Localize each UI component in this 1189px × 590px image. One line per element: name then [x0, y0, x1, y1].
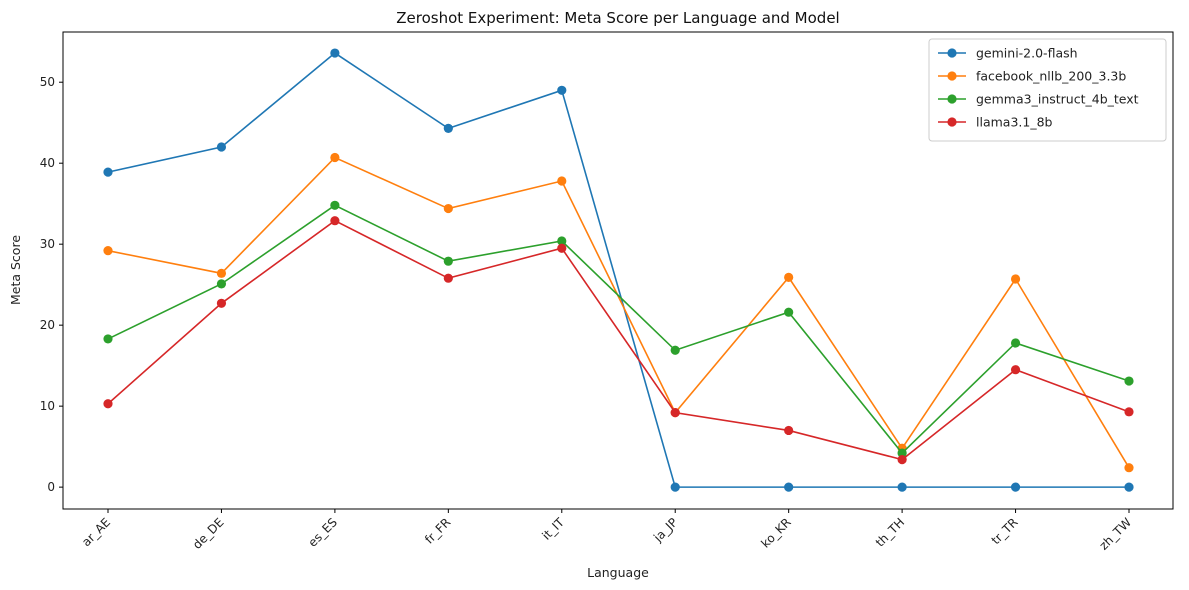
x-tick-label: ja_JP — [650, 515, 680, 545]
data-point — [557, 236, 567, 246]
series-line — [107, 156, 1130, 469]
data-point — [1010, 482, 1021, 492]
data-point — [103, 399, 113, 409]
data-point — [670, 408, 680, 418]
data-point — [216, 268, 227, 278]
y-tick-label: 0 — [47, 480, 55, 494]
x-tick-label: fr_FR — [422, 515, 453, 546]
legend-item: gemini-2.0-flash — [938, 46, 1078, 61]
series-1 — [103, 152, 1134, 473]
data-point — [784, 425, 794, 436]
series-line — [107, 204, 1130, 455]
data-point — [216, 142, 227, 152]
legend-marker — [947, 71, 957, 81]
series-line — [107, 219, 1130, 461]
y-tick-label: 50 — [40, 75, 55, 89]
data-point — [330, 200, 340, 210]
y-tick-label: 20 — [40, 318, 55, 332]
legend-item: gemma3_instruct_4b_text — [938, 92, 1139, 107]
legend-label: gemma3_instruct_4b_text — [976, 92, 1139, 107]
data-point — [670, 482, 680, 492]
data-point — [557, 85, 567, 95]
data-point — [103, 246, 113, 256]
data-point — [784, 482, 794, 492]
data-point — [784, 272, 794, 282]
legend-marker — [947, 94, 957, 104]
x-tick-label: th_TH — [873, 515, 907, 549]
data-point — [897, 482, 907, 492]
y-axis: 0 10 20 30 40 50 — [40, 75, 63, 494]
x-axis-label: Language — [587, 565, 649, 580]
data-point — [330, 152, 340, 163]
x-tick-label: de_DE — [190, 515, 227, 552]
data-point — [784, 307, 794, 317]
data-point — [1124, 407, 1134, 417]
legend-item: llama3.1_8b — [938, 115, 1053, 130]
data-point — [1124, 463, 1134, 473]
data-point — [443, 203, 453, 214]
data-point — [216, 298, 227, 308]
chart-title: Zeroshot Experiment: Meta Score per Lang… — [396, 9, 839, 27]
x-tick-label: it_IT — [539, 515, 567, 543]
x-tick-label: ar_AE — [79, 515, 113, 549]
data-point — [103, 334, 113, 344]
data-point — [330, 216, 340, 226]
data-point — [443, 273, 453, 283]
y-tick-label: 10 — [40, 399, 55, 413]
series-3 — [103, 216, 1134, 465]
x-tick-label: es_ES — [305, 515, 340, 550]
legend-label: llama3.1_8b — [976, 115, 1053, 130]
legend-label: gemini-2.0-flash — [976, 46, 1078, 61]
legend: gemini-2.0-flash facebook_nllb_200_3.3bge… — [928, 38, 1167, 142]
x-axis: ar_AE de_DE es_ES fr_FR it_IT ja_JP ko_KR th_TH… — [79, 509, 1134, 553]
y-tick-label: 30 — [40, 237, 55, 251]
series-0 — [103, 48, 1134, 492]
data-point — [557, 243, 567, 253]
legend-marker — [947, 48, 957, 58]
data-point — [1124, 376, 1134, 386]
legend-marker — [947, 117, 957, 127]
series-line — [107, 52, 1129, 488]
legend-label: facebook_nllb_200_3.3b — [976, 69, 1126, 84]
x-tick-label: tr_TR — [989, 515, 1021, 547]
data-point — [330, 48, 340, 58]
data-point — [897, 448, 907, 458]
x-tick-label: zh_TW — [1097, 515, 1135, 553]
plot-frame — [62, 31, 1174, 510]
data-point — [1010, 274, 1021, 284]
y-axis-label: Meta Score — [8, 235, 23, 305]
x-tick-label: ko_KR — [758, 515, 793, 550]
y-tick-label: 40 — [40, 156, 55, 170]
data-point — [443, 256, 453, 266]
data-point — [670, 345, 680, 355]
data-point — [443, 123, 453, 133]
data-point — [103, 167, 113, 177]
data-point — [557, 176, 567, 186]
data-point — [1010, 365, 1021, 375]
data-point — [1010, 338, 1021, 348]
data-point — [1124, 482, 1134, 492]
data-point — [216, 279, 227, 289]
legend-box — [928, 38, 1167, 142]
series-layer — [103, 48, 1134, 492]
data-point — [897, 454, 907, 465]
series-2 — [103, 200, 1134, 458]
legend-item: facebook_nllb_200_3.3b — [938, 69, 1126, 84]
